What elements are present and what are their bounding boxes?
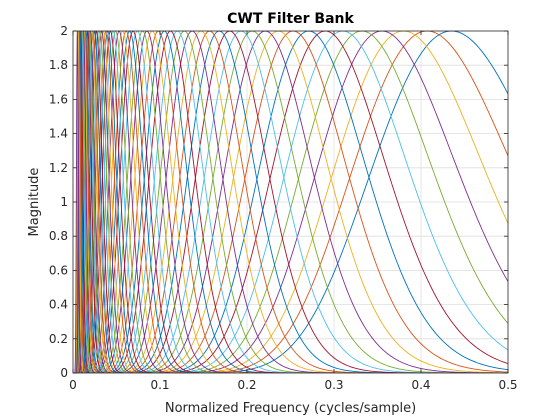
y-tick-label: 0.8 (49, 229, 68, 243)
y-tick-label: 1 (60, 195, 68, 209)
y-tick-label: 1.4 (49, 127, 68, 141)
chart-title: CWT Filter Bank (227, 11, 354, 27)
filter-curve (73, 31, 508, 373)
filter-curve (73, 31, 508, 373)
y-tick-label: 1.8 (49, 58, 68, 72)
filter-curve (73, 31, 508, 373)
filter-curve (73, 31, 508, 373)
filter-curve (73, 31, 508, 373)
filter-curve (73, 31, 508, 373)
filter-curve (73, 31, 508, 373)
ticks: 0 0.1 0.2 0.3 0.4 0.5 0 0.2 0.4 0.6 0.8 1 1.2 1.4 1.6 1… (49, 24, 518, 392)
y-tick-label: 0.2 (49, 332, 68, 346)
x-tick-label: 0 (69, 378, 77, 392)
filter-curve (73, 31, 508, 373)
x-tick-label: 0.3 (324, 378, 343, 392)
filter-curve (73, 31, 508, 373)
filter-curve (73, 31, 508, 373)
filter-curve (73, 31, 508, 373)
filter-curve (73, 31, 508, 373)
filter-curve (73, 31, 508, 373)
filter-curve (73, 31, 508, 373)
x-tick-label: 0.4 (411, 378, 430, 392)
y-tick-label: 1.6 (49, 92, 68, 106)
filter-curve (73, 31, 508, 373)
y-tick-label: 0 (60, 366, 68, 380)
filter-curve (73, 31, 508, 373)
x-tick-label: 0.1 (150, 378, 169, 392)
y-tick-label: 1.2 (49, 161, 68, 175)
filter-curve (73, 31, 508, 373)
y-tick-label: 2 (60, 24, 68, 38)
filter-curve (73, 31, 508, 373)
filter-curve (73, 31, 508, 373)
y-axis-label: Magnitude (27, 168, 42, 237)
filter-curve (73, 31, 508, 373)
y-tick-label: 0.6 (49, 263, 68, 277)
filter-curve (73, 31, 508, 373)
x-tick-label: 0.5 (498, 378, 517, 392)
filter-curve (73, 31, 508, 373)
filter-curve (73, 31, 508, 373)
filter-curve (73, 31, 508, 373)
filter-curve (73, 31, 508, 373)
x-tick-label: 0.2 (237, 378, 256, 392)
filter-curve (73, 31, 508, 373)
filter-curve (73, 31, 508, 373)
filter-curve (73, 31, 508, 373)
filter-curve (73, 31, 508, 373)
filter-curve (73, 31, 508, 373)
x-axis-label: Normalized Frequency (cycles/sample) (165, 401, 416, 416)
filter-curve (73, 31, 508, 373)
filter-curve (73, 31, 508, 373)
y-tick-label: 0.4 (49, 298, 68, 312)
filter-curves (73, 31, 508, 373)
filter-curve (73, 31, 508, 373)
